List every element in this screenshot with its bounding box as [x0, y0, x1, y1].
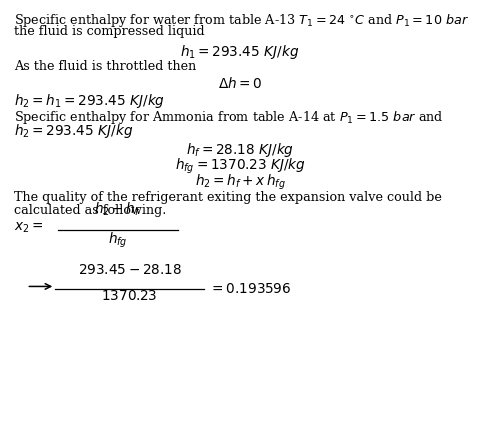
- Text: $h_2 = h_f + x\, h_{fg}$: $h_2 = h_f + x\, h_{fg}$: [194, 173, 286, 192]
- Text: $\Delta h = 0$: $\Delta h = 0$: [218, 76, 262, 91]
- Text: As the fluid is throttled then: As the fluid is throttled then: [14, 60, 197, 73]
- Text: the fluid is compressed liquid: the fluid is compressed liquid: [14, 25, 205, 38]
- Text: $x_2 = $: $x_2 = $: [14, 221, 44, 236]
- Text: $293.45 - 28.18$: $293.45 - 28.18$: [78, 263, 181, 277]
- Text: Specific enthalpy for Ammonia from table A-14 at $P_1 = 1.5\ \mathit{bar}$ and: Specific enthalpy for Ammonia from table…: [14, 109, 444, 126]
- Text: $h_2 = h_1 = 293.45\ KJ/kg$: $h_2 = h_1 = 293.45\ KJ/kg$: [14, 92, 166, 109]
- Text: $= 0.193596$: $= 0.193596$: [209, 282, 291, 296]
- Text: $1370.23$: $1370.23$: [101, 289, 158, 303]
- Text: Specific enthalpy for water from table A-13 $T_1 = 24\ ^{\circ}C$ and $P_1 = 10\: Specific enthalpy for water from table A…: [14, 12, 469, 29]
- Text: $h_2 - h_f$: $h_2 - h_f$: [94, 201, 141, 218]
- Text: $h_2 = 293.45\ KJ/kg$: $h_2 = 293.45\ KJ/kg$: [14, 122, 133, 140]
- Text: $h_{fg} = 1370.23\ KJ/kg$: $h_{fg} = 1370.23\ KJ/kg$: [175, 157, 305, 176]
- Text: The quality of the refrigerant exiting the expansion valve could be: The quality of the refrigerant exiting t…: [14, 191, 442, 204]
- Text: $h_1 = 293.45\ KJ/kg$: $h_1 = 293.45\ KJ/kg$: [180, 43, 300, 61]
- Text: $h_{fg}$: $h_{fg}$: [108, 231, 127, 250]
- Text: $h_f = 28.18\ KJ/kg$: $h_f = 28.18\ KJ/kg$: [186, 141, 294, 159]
- Text: calculated as following.: calculated as following.: [14, 204, 167, 217]
